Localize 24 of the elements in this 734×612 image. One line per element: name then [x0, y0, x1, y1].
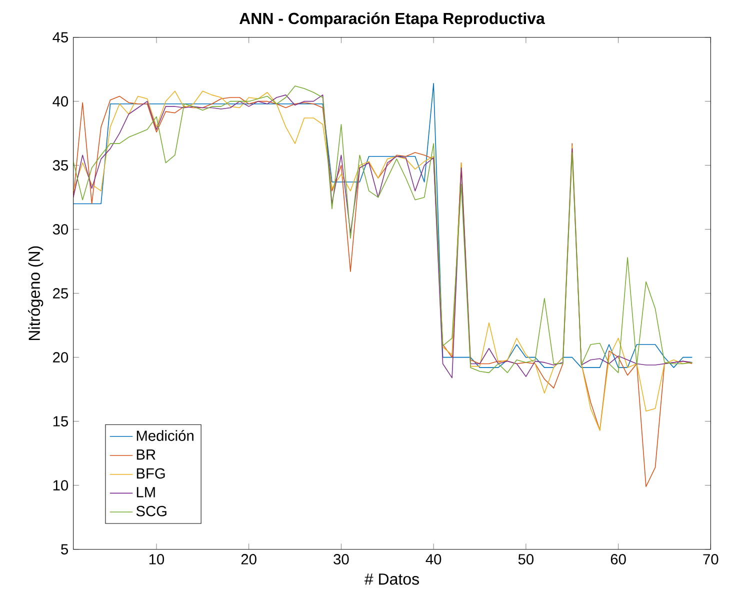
legend-label: BFG: [136, 468, 165, 479]
y-tick-label: 15: [53, 416, 68, 426]
chart-title: ANN - Comparación Etapa Reproductiva: [239, 12, 545, 28]
x-tick-label: 30: [334, 554, 349, 564]
x-tick-label: 50: [518, 554, 534, 564]
x-axis-title: # Datos: [364, 574, 419, 585]
legend-label: Medición: [136, 430, 194, 441]
legend-label: LM: [136, 487, 155, 498]
legend-label: BR: [136, 449, 156, 460]
y-axis-title: Nitrógeno (N): [28, 246, 44, 340]
y-tick-label: 10: [53, 480, 68, 491]
y-tick-label: 5: [61, 544, 68, 554]
y-tick-label: 25: [53, 288, 68, 299]
y-tick-label: 45: [52, 32, 68, 42]
x-tick-label: 20: [241, 554, 256, 564]
legend-label: SCG: [136, 506, 166, 516]
y-tick-label: 20: [53, 352, 68, 363]
x-tick-label: 70: [703, 554, 718, 564]
x-tick-label: 40: [426, 554, 442, 564]
x-tick-label: 60: [610, 554, 626, 564]
y-tick-label: 35: [52, 160, 68, 171]
x-tick-label: 10: [149, 554, 164, 564]
y-tick-label: 40: [52, 96, 68, 107]
y-tick-label: 30: [52, 224, 68, 235]
